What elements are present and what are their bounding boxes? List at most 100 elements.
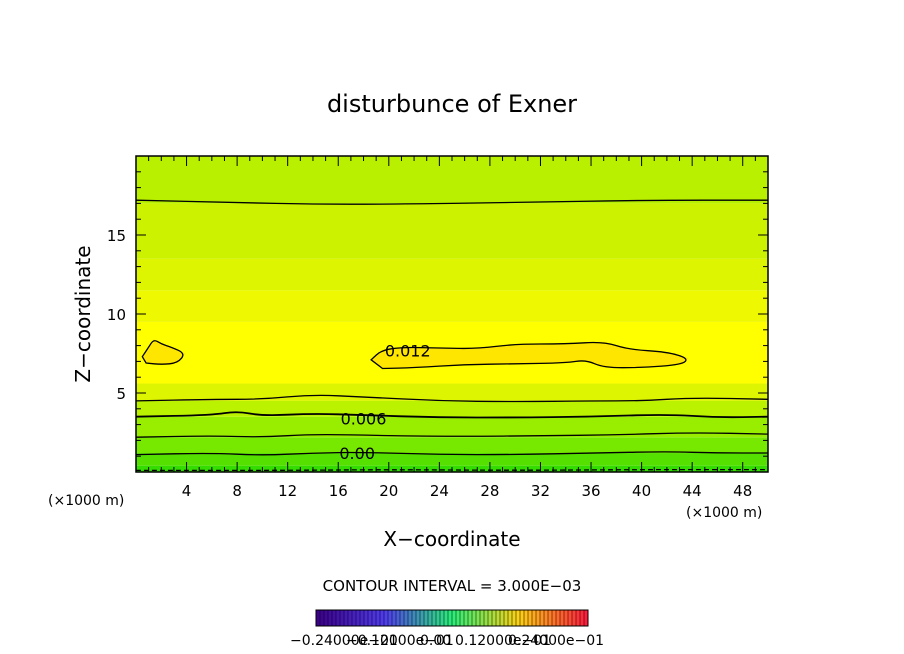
fill-band-4 xyxy=(136,400,768,417)
colorbar-stripe-2 xyxy=(324,610,328,626)
colorbar xyxy=(315,610,588,626)
y-tick-label-1: 10 xyxy=(107,306,126,324)
x-tick-label-11: 48 xyxy=(733,482,752,500)
contour-interval-text: CONTOUR INTERVAL = 3.000E−03 xyxy=(323,577,582,595)
colorbar-stripe-34 xyxy=(452,610,456,626)
colorbar-stripe-33 xyxy=(448,610,452,626)
colorbar-stripe-43 xyxy=(488,610,492,626)
colorbar-stripe-25 xyxy=(416,610,420,626)
colorbar-stripe-14 xyxy=(372,610,376,626)
colorbar-stripe-45 xyxy=(496,610,500,626)
contour-line-2 xyxy=(135,432,769,438)
colorbar-stripe-1 xyxy=(320,610,324,626)
contour-label-layer: 0.012 0.006 0.00 xyxy=(339,341,430,463)
y-tick-label-0: 5 xyxy=(116,385,126,403)
colorbar-stripe-12 xyxy=(364,610,368,626)
x-tick-label-3: 16 xyxy=(329,482,348,500)
fill-band-7 xyxy=(136,290,768,322)
x-tick-label-1: 8 xyxy=(232,482,242,500)
colorbar-stripe-23 xyxy=(408,610,412,626)
colorbar-stripe-17 xyxy=(384,610,388,626)
x-tick-label-6: 28 xyxy=(480,482,499,500)
x-tick-label-8: 36 xyxy=(581,482,600,500)
colorbar-stripe-56 xyxy=(540,610,544,626)
contour-label-0: 0.012 xyxy=(385,341,431,360)
colorbar-stripe-38 xyxy=(468,610,472,626)
fill-band-1 xyxy=(136,453,768,466)
colorbar-label-pos: 0.24000e−01 xyxy=(508,633,604,649)
contour-line-3 xyxy=(135,411,769,419)
colorbar-stripe-24 xyxy=(412,610,416,626)
x-tick-label-0: 4 xyxy=(182,482,192,500)
colorbar-stripe-46 xyxy=(500,610,504,626)
y-axis-ticks: 5 10 15 xyxy=(107,171,768,457)
colorbar-stripe-11 xyxy=(360,610,364,626)
colorbar-stripe-60 xyxy=(556,610,560,626)
colorbar-stripe-8 xyxy=(348,610,352,626)
colorbar-stripe-49 xyxy=(512,610,516,626)
colorbar-stripe-41 xyxy=(480,610,484,626)
max-region-fill-0 xyxy=(142,339,186,365)
colorbar-stripe-65 xyxy=(576,610,580,626)
colorbar-stripe-30 xyxy=(436,610,440,626)
colorbar-stripe-59 xyxy=(552,610,556,626)
colorbar-stripe-27 xyxy=(424,610,428,626)
y-axis-label: Z−coordinate xyxy=(71,245,95,382)
colorbar-stripe-5 xyxy=(336,610,340,626)
colorbar-stripe-54 xyxy=(532,610,536,626)
x-axis-label: X−coordinate xyxy=(383,527,520,551)
contour-label-1: 0.006 xyxy=(341,409,387,428)
colorbar-stripe-16 xyxy=(380,610,384,626)
colorbar-stripe-7 xyxy=(344,610,348,626)
chart-title: disturbunce of Exner xyxy=(327,90,577,118)
colorbar-stripe-66 xyxy=(580,610,584,626)
colorbar-stripe-29 xyxy=(432,610,436,626)
colorbar-stripe-28 xyxy=(428,610,432,626)
contour-line-6 xyxy=(370,341,687,370)
colorbar-stripe-3 xyxy=(328,610,332,626)
contour-line-7 xyxy=(135,199,768,205)
colorbar-stripe-40 xyxy=(476,610,480,626)
colorbar-stripe-32 xyxy=(444,610,448,626)
colorbar-stripe-18 xyxy=(388,610,392,626)
colorbar-stripe-39 xyxy=(472,610,476,626)
colorbar-stripe-52 xyxy=(524,610,528,626)
colorbar-stripe-47 xyxy=(504,610,508,626)
y-tick-label-2: 15 xyxy=(107,227,126,245)
colorbar-stripe-36 xyxy=(460,610,464,626)
colorbar-stripe-48 xyxy=(508,610,512,626)
colorbar-stripe-55 xyxy=(536,610,540,626)
colorbar-stripe-37 xyxy=(464,610,468,626)
colorbar-stripe-53 xyxy=(528,610,532,626)
fill-band-10 xyxy=(136,156,768,204)
x-tick-label-2: 12 xyxy=(278,482,297,500)
colorbar-stripe-6 xyxy=(340,610,344,626)
colorbar-stripe-35 xyxy=(456,610,460,626)
colorbar-stripe-4 xyxy=(332,610,336,626)
colorbar-stripe-50 xyxy=(516,610,520,626)
z-unit-label: (×1000 m) xyxy=(48,493,124,509)
colorbar-stripe-62 xyxy=(564,610,568,626)
colorbar-stripe-31 xyxy=(440,610,444,626)
colorbar-frame xyxy=(315,609,589,627)
colorbar-label-posmid: 0.12000e−01 xyxy=(455,633,551,649)
x-tick-label-5: 24 xyxy=(430,482,449,500)
colorbar-stripe-42 xyxy=(484,610,488,626)
contour-line-5 xyxy=(141,340,184,365)
colorbar-stripe-63 xyxy=(568,610,572,626)
x-tick-label-7: 32 xyxy=(531,482,550,500)
colorbar-stripe-19 xyxy=(392,610,396,626)
contour-line-4 xyxy=(135,394,769,403)
x-unit-label: (×1000 m) xyxy=(686,505,762,521)
colorbar-stripe-9 xyxy=(352,610,356,626)
fill-band-9 xyxy=(136,203,768,259)
colorbar-label-neg: −0.24000e−01 xyxy=(290,633,398,649)
colorbar-stripe-67 xyxy=(584,610,588,626)
colorbar-stripe-44 xyxy=(492,610,496,626)
contour-line-1 xyxy=(135,451,768,456)
x-tick-label-9: 40 xyxy=(632,482,651,500)
x-tick-label-10: 44 xyxy=(683,482,702,500)
colorbar-stripe-21 xyxy=(400,610,404,626)
colorbar-stripe-10 xyxy=(356,610,360,626)
